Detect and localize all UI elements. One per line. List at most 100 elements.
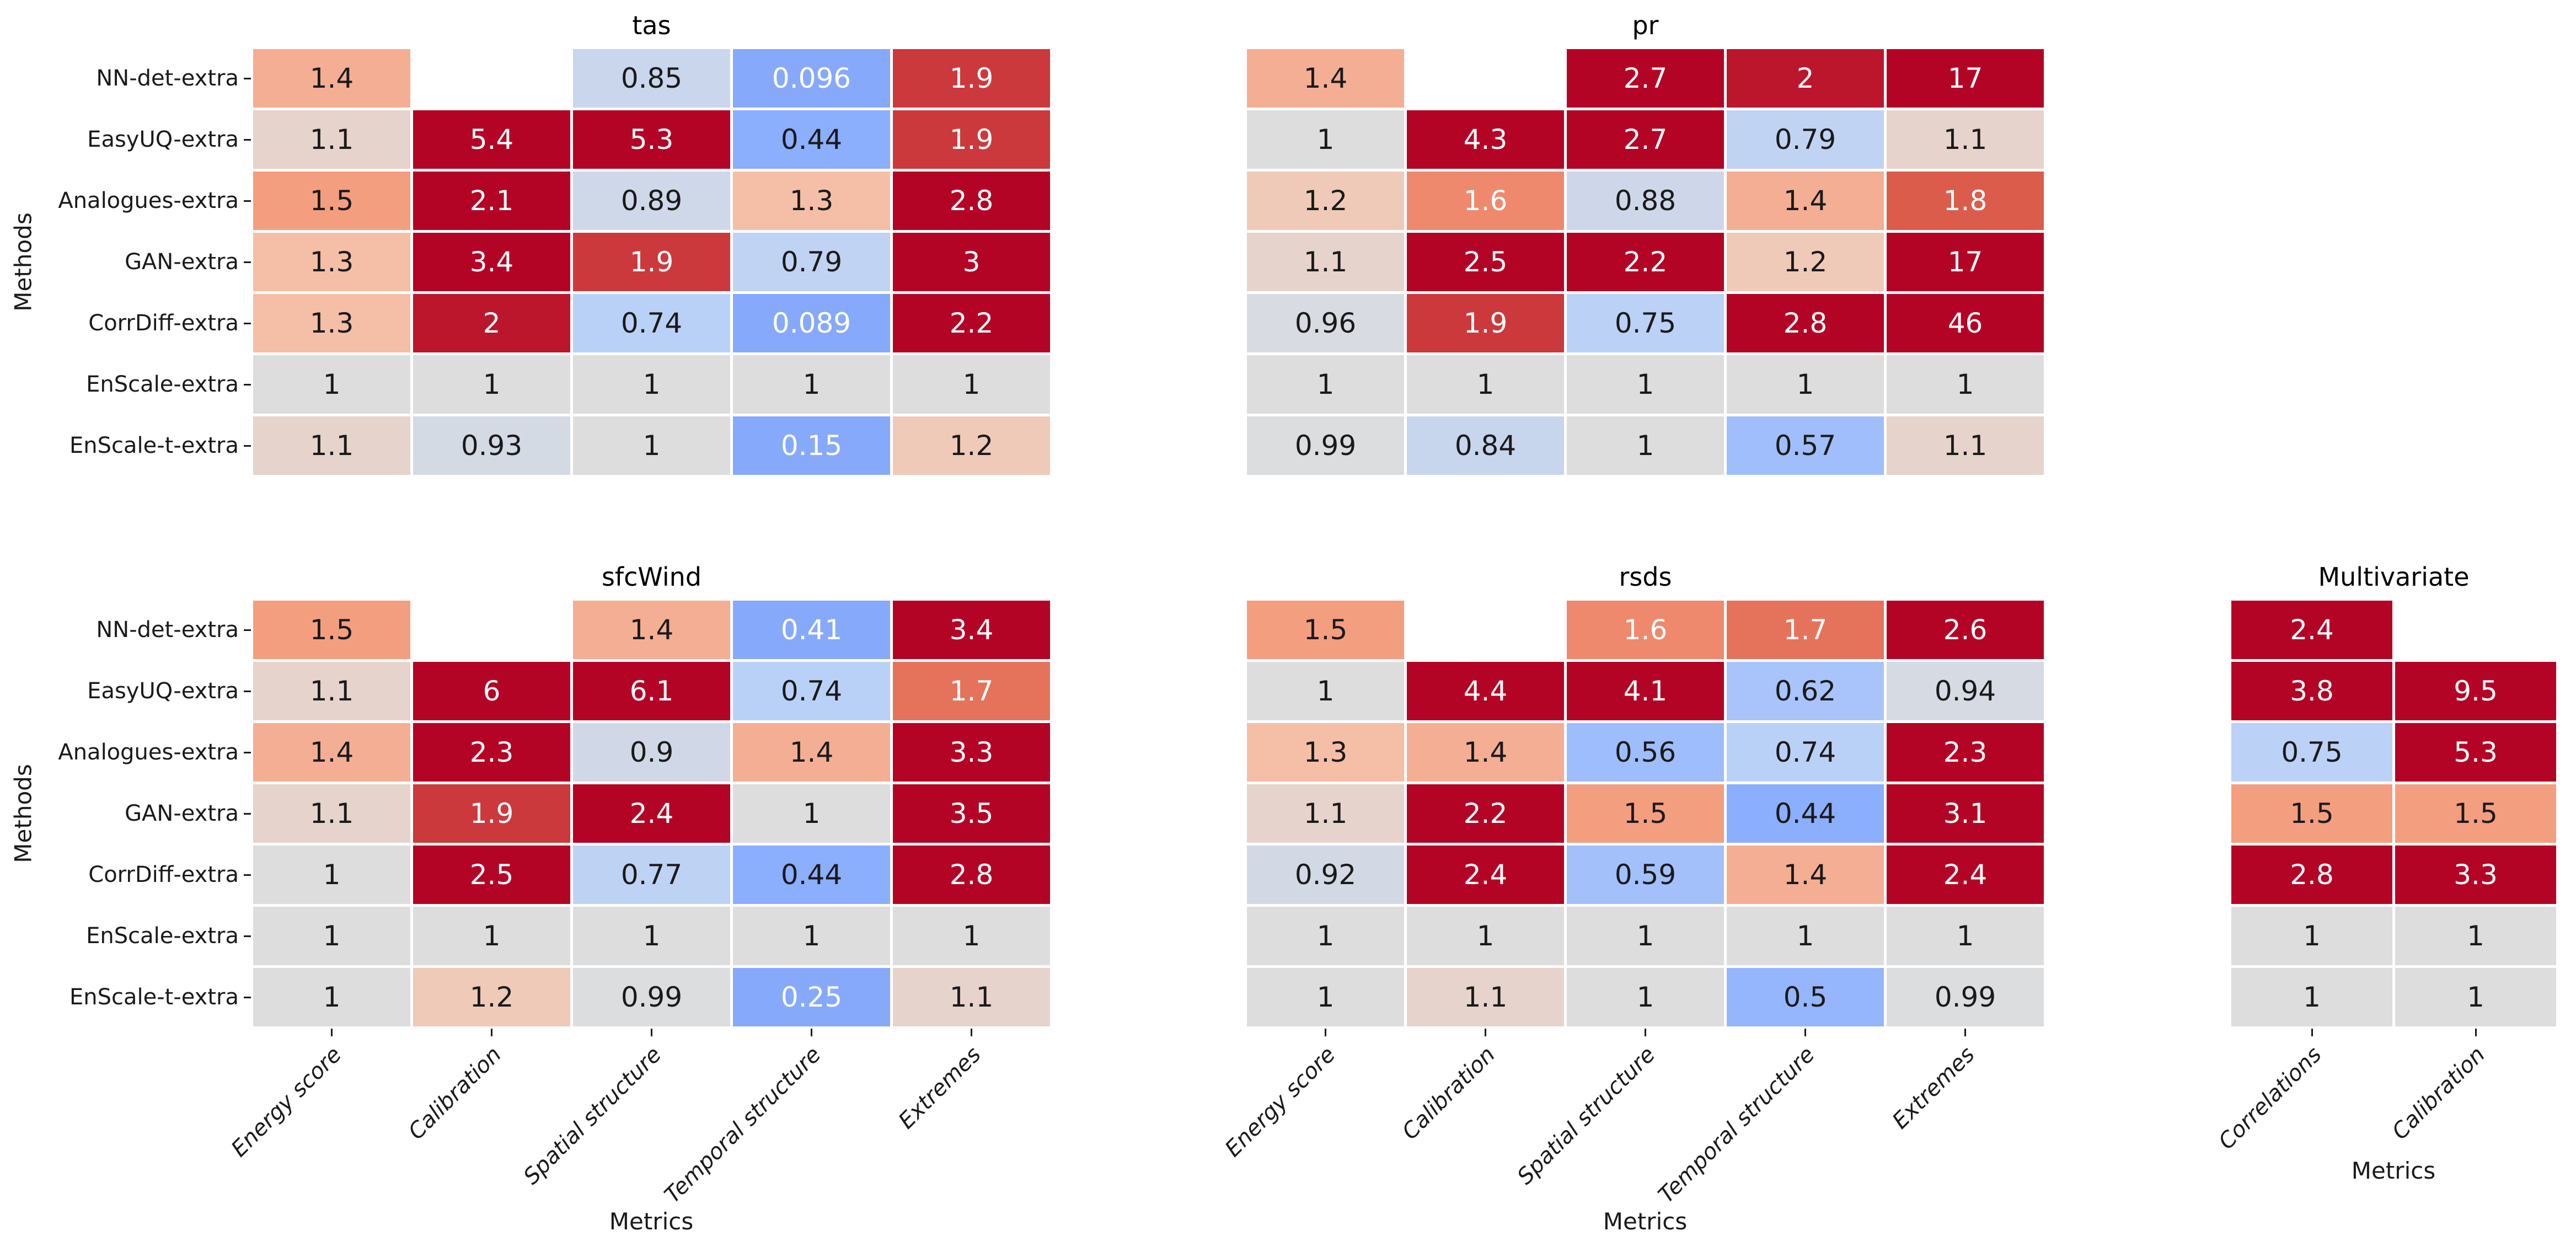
heatmap-cell: 1.5 xyxy=(253,172,410,230)
heatmap-cell: 1 xyxy=(573,355,730,414)
heatmap-cell: 4.4 xyxy=(1407,662,1564,720)
heatmap-cell: 1 xyxy=(733,784,890,843)
y-axis-label-methods-top: Methods xyxy=(9,212,37,312)
heatmap-cell: 1.3 xyxy=(1247,723,1404,782)
x-axis-label-metrics-rsds: Metrics xyxy=(1603,1208,1688,1235)
heatmap-cell: 1 xyxy=(413,907,570,965)
heatmap-cell: 1 xyxy=(253,355,410,414)
heatmap-cell: 0.79 xyxy=(733,233,890,291)
heatmap-cell: 1.3 xyxy=(253,294,410,352)
heatmap-cell: 1.4 xyxy=(573,601,730,659)
row-label: NN-det-extra xyxy=(96,66,239,91)
heatmap-cell: 2.8 xyxy=(893,172,1050,230)
heatmap-cell: 0.15 xyxy=(733,416,890,475)
heatmap-cell: 1 xyxy=(1887,355,2044,414)
heatmap-cell xyxy=(1407,49,1564,108)
heatmap-cell: 0.25 xyxy=(733,968,890,1026)
heatmap-cell: 1.9 xyxy=(893,110,1050,169)
heatmap-grid-tas: 1.4 0.85 0.096 1.9 1.1 5.4 5.3 0.44 1.9 1.5 2.1 0.8… xyxy=(253,49,1050,475)
x-tick-mark xyxy=(2475,1029,2477,1036)
heatmap-cell: 0.41 xyxy=(733,601,890,659)
heatmap-cell: 0.74 xyxy=(733,662,890,720)
y-tick-mark xyxy=(244,691,251,692)
heatmap-cell: 0.99 xyxy=(1887,968,2044,1026)
x-tick-mark xyxy=(491,1029,492,1036)
heatmap-cell: 1 xyxy=(733,355,890,414)
heatmap-cell: 1.4 xyxy=(1407,723,1564,782)
heatmap-cell: 1 xyxy=(1567,355,1724,414)
heatmap-cell: 5.3 xyxy=(2395,723,2556,782)
heatmap-cell: 1 xyxy=(1727,907,1884,965)
x-tick-mark xyxy=(1964,1029,1966,1036)
heatmap-cell xyxy=(413,601,570,659)
heatmap-cell: 1 xyxy=(1567,968,1724,1026)
heatmap-panel-multivariate: Multivariate 2.4 3.8 9.5 0.75 5.3 1.5 1.5 2.8 3.… xyxy=(2214,563,2556,1154)
heatmap-cell: 1 xyxy=(1247,662,1404,720)
heatmap-cell: 1 xyxy=(2231,968,2392,1026)
heatmap-panel-pr: pr 1.4 2.7 2 17 1 4.3 2.7 0.79 1.1 1.2 1.6 0.88 1.4 1… xyxy=(1247,12,2044,475)
heatmap-cell: 1 xyxy=(1247,110,1404,169)
heatmap-cell: 2.6 xyxy=(1887,601,2044,659)
heatmap-cell: 1 xyxy=(1247,907,1404,965)
heatmap-cell: 1.1 xyxy=(253,110,410,169)
heatmap-cell: 1 xyxy=(733,907,890,965)
heatmap-cell: 1.6 xyxy=(1567,601,1724,659)
heatmap-cell: 1.2 xyxy=(413,968,570,1026)
x-tick-mark xyxy=(971,1029,972,1036)
heatmap-panel-sfcwind: sfcWind 1.5 1.4 0.41 3.4 1.1 6 6.1 0.74 1.7 1.4 2.… xyxy=(58,563,1050,1208)
heatmap-cell: 3.8 xyxy=(2231,662,2392,720)
heatmap-cell: 0.85 xyxy=(573,49,730,108)
heatmap-cell: 4.3 xyxy=(1407,110,1564,169)
heatmap-cell: 1.4 xyxy=(1727,846,1884,904)
heatmap-cell: 1 xyxy=(1887,907,2044,965)
x-tick-mark xyxy=(331,1029,333,1036)
heatmap-cell: 2.4 xyxy=(573,784,730,843)
x-tick-mark xyxy=(651,1029,652,1036)
heatmap-cell: 1.3 xyxy=(733,172,890,230)
y-tick-mark xyxy=(244,935,251,937)
heatmap-cell: 1 xyxy=(413,355,570,414)
heatmap-cell: 0.44 xyxy=(733,110,890,169)
heatmap-cell: 0.59 xyxy=(1567,846,1724,904)
heatmap-cell: 1.6 xyxy=(1407,172,1564,230)
heatmap-cell: 2.4 xyxy=(1407,846,1564,904)
heatmap-panel-rsds: rsds 1.5 1.6 1.7 2.6 1 4.4 4.1 0.62 0.94 1.3 1.4 0.… xyxy=(1220,563,2044,1208)
heatmap-cell: 2.8 xyxy=(893,846,1050,904)
heatmap-cell: 0.93 xyxy=(413,416,570,475)
heatmap-cell: 3.5 xyxy=(893,784,1050,843)
heatmap-cell: 1 xyxy=(1727,355,1884,414)
heatmap-cell: 1.5 xyxy=(2231,784,2392,843)
x-axis-label-metrics-multivariate: Metrics xyxy=(2351,1157,2436,1184)
heatmap-cell: 1.2 xyxy=(1727,233,1884,291)
heatmap-cell: 0.74 xyxy=(1727,723,1884,782)
heatmap-cell: 1.7 xyxy=(1727,601,1884,659)
heatmap-cell: 0.57 xyxy=(1727,416,1884,475)
heatmap-cell: 1.1 xyxy=(1887,110,2044,169)
x-tick-mark xyxy=(1485,1029,1486,1036)
row-label: CorrDiff-extra xyxy=(88,862,239,887)
heatmap-cell: 0.62 xyxy=(1727,662,1884,720)
y-tick-mark xyxy=(244,78,251,79)
y-tick-mark xyxy=(244,752,251,753)
heatmap-cell: 1.5 xyxy=(253,601,410,659)
heatmap-cell: 0.84 xyxy=(1407,416,1564,475)
heatmap-cell: 1.4 xyxy=(733,723,890,782)
heatmap-cell xyxy=(413,49,570,108)
x-axis-label-metrics-sfcwind: Metrics xyxy=(609,1208,694,1235)
heatmap-cell: 2.1 xyxy=(413,172,570,230)
y-tick-mark xyxy=(244,445,251,447)
heatmap-cell: 0.096 xyxy=(733,49,890,108)
heatmap-cell: 0.96 xyxy=(1247,294,1404,352)
heatmap-cell: 0.77 xyxy=(573,846,730,904)
heatmap-cell: 0.5 xyxy=(1727,968,1884,1026)
heatmap-cell: 3.3 xyxy=(893,723,1050,782)
row-label: NN-det-extra xyxy=(96,617,239,643)
heatmap-cell: 1.1 xyxy=(1247,784,1404,843)
heatmap-cell: 2.8 xyxy=(1727,294,1884,352)
heatmap-cell: 0.44 xyxy=(733,846,890,904)
heatmap-cell: 1 xyxy=(573,907,730,965)
panel-title-tas: tas xyxy=(632,10,671,40)
heatmap-cell: 0.99 xyxy=(573,968,730,1026)
heatmap-cell: 3.4 xyxy=(893,601,1050,659)
heatmap-cell: 0.56 xyxy=(1567,723,1724,782)
